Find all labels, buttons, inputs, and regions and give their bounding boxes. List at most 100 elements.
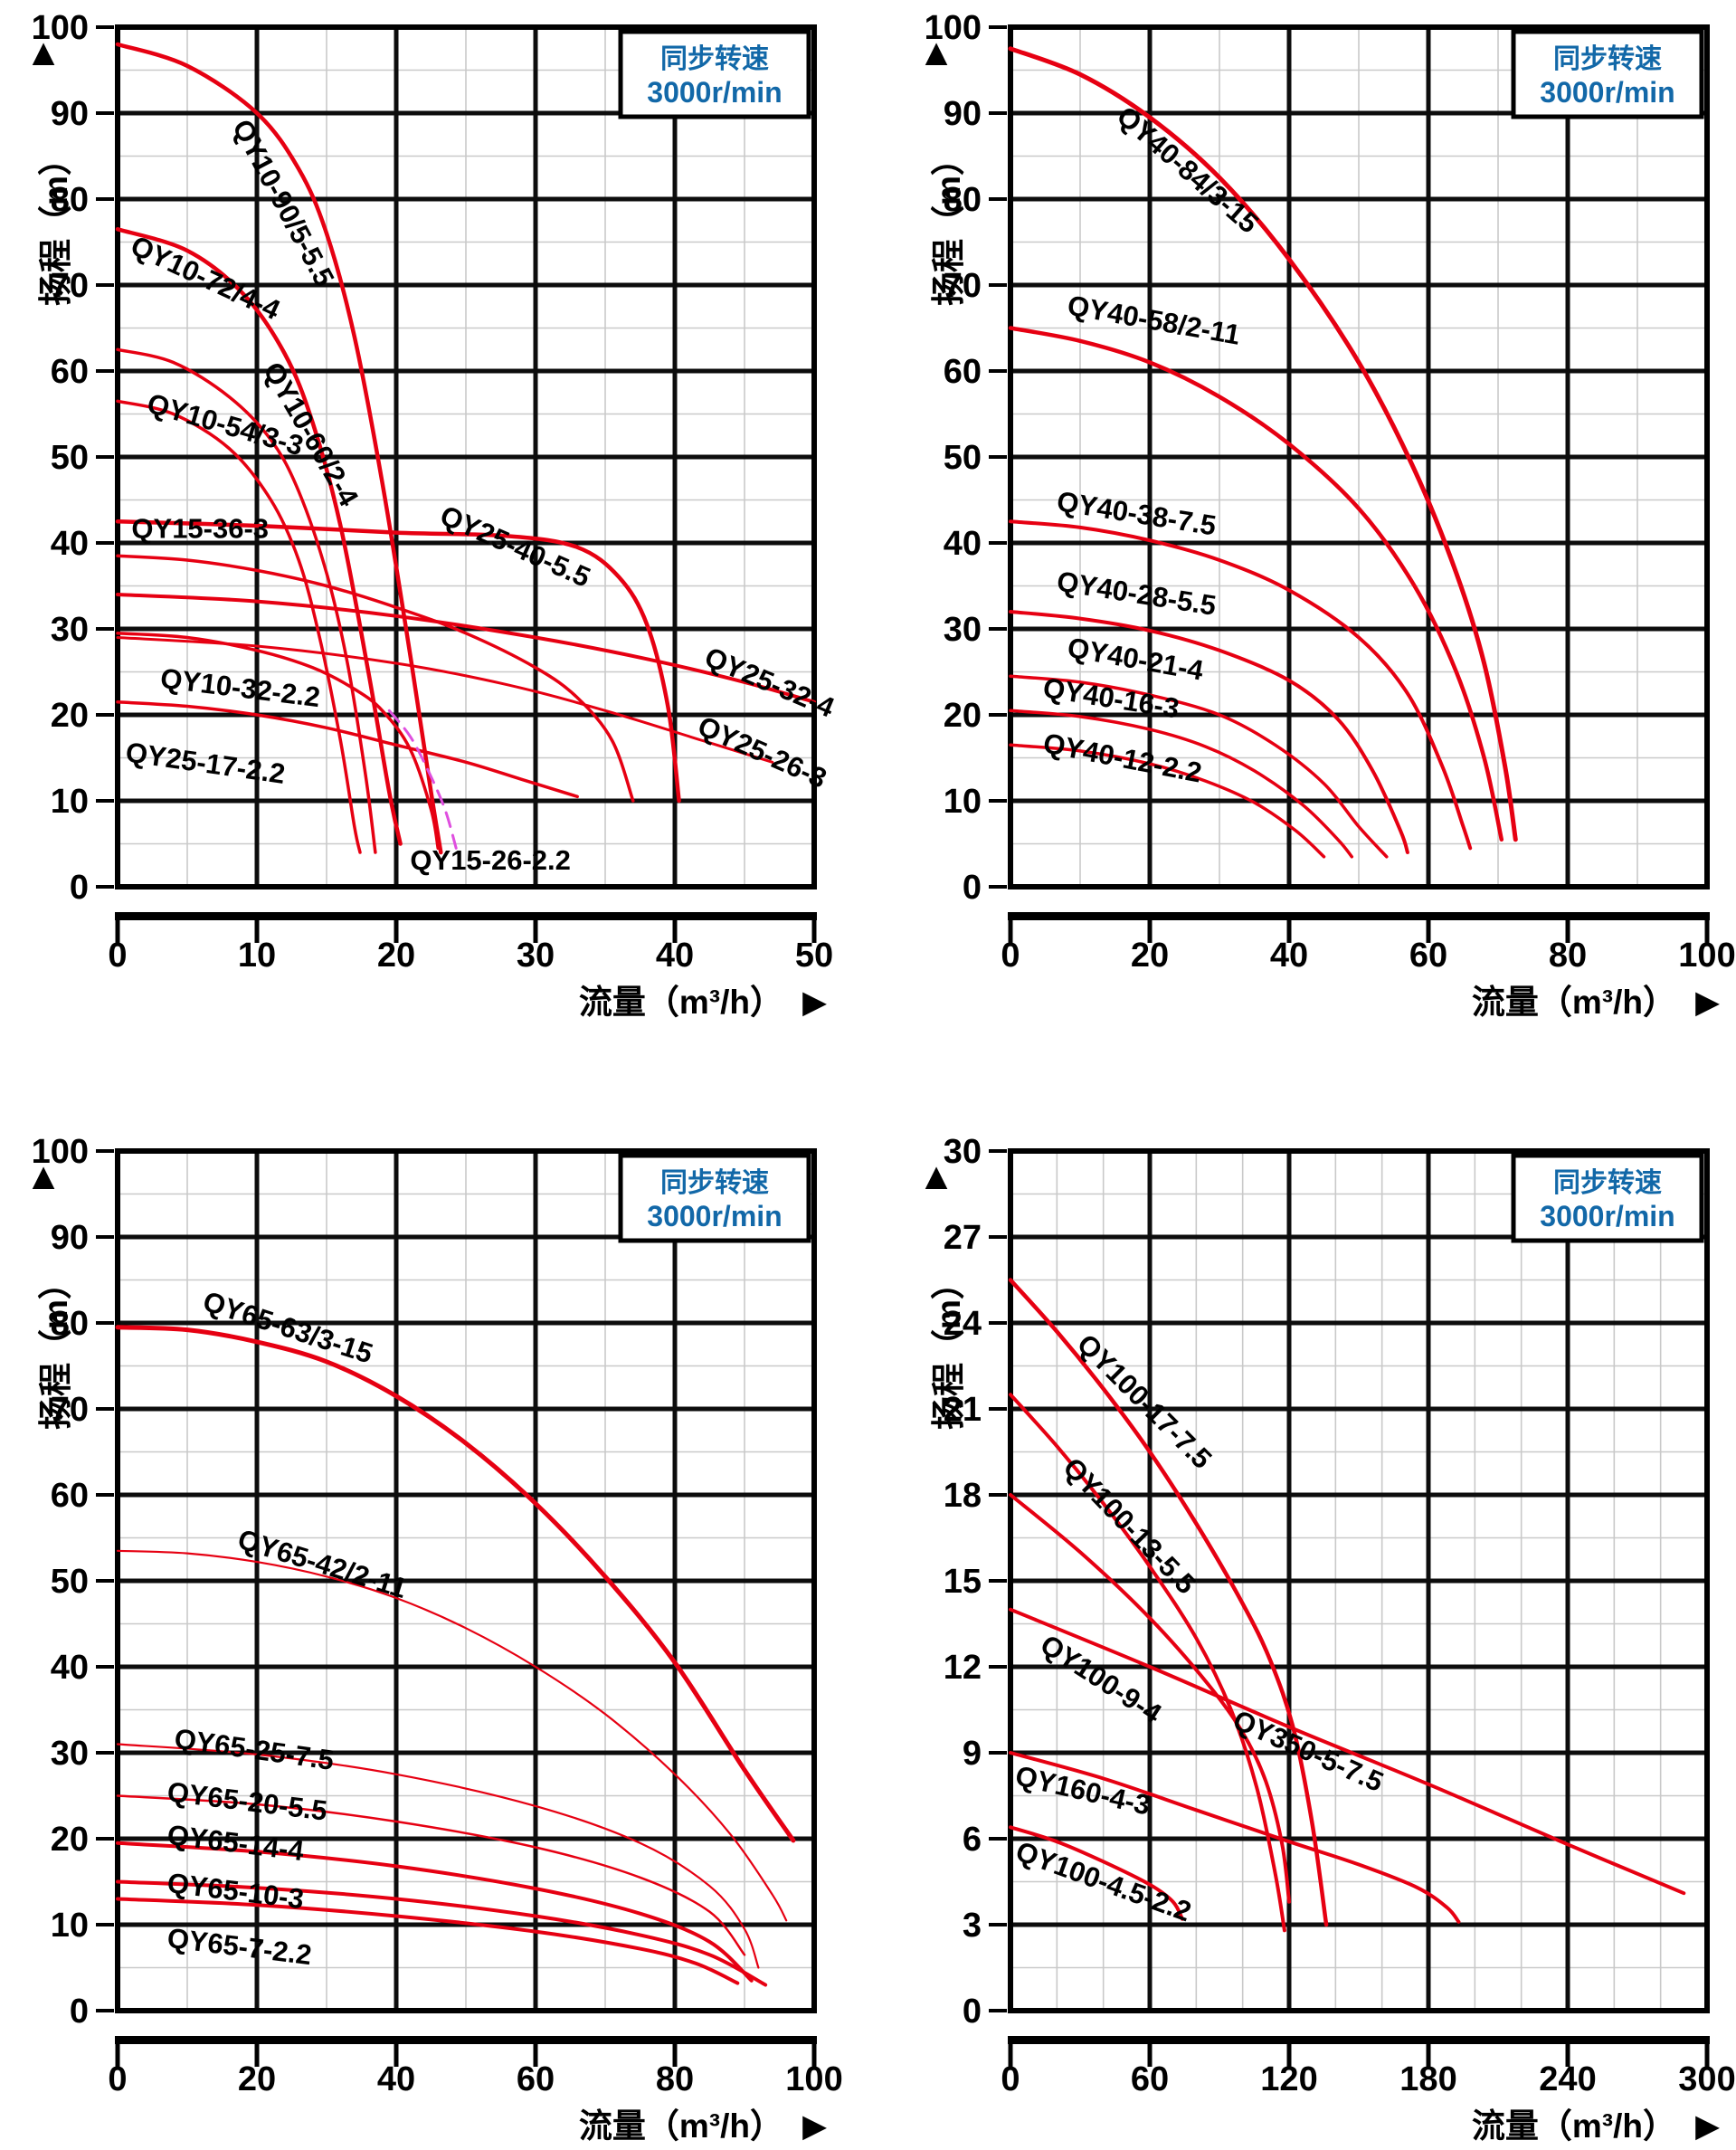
- head-axis-title: 扬程（m）: [37, 1266, 74, 1430]
- curve-label: QY100-13-5.5: [1057, 1451, 1201, 1600]
- y-tick-label: 10: [944, 783, 982, 821]
- y-tick-label: 15: [944, 1563, 982, 1601]
- x-tick-label: 0: [108, 2060, 127, 2098]
- speed-box-line1: 同步转速: [1553, 1168, 1662, 1198]
- y-tick-label: 80: [51, 1305, 89, 1343]
- speed-box-line2: 3000r/min: [647, 1200, 782, 1232]
- curve-QY15-26-2.2: [387, 709, 458, 850]
- curve-label: QY15-36-3: [131, 512, 269, 544]
- y-tick-label: 20: [51, 1821, 89, 1859]
- y-tick-label: 10: [51, 783, 89, 821]
- plot-border: [115, 1148, 817, 2013]
- x-tick-label: 50: [795, 937, 833, 975]
- y-tick-label: 9: [963, 1735, 982, 1773]
- curve-QY40-28-5.5: [1009, 610, 1409, 854]
- x-tick-label: 40: [656, 937, 694, 975]
- curve-QY100-13-5.5: [1009, 1393, 1286, 1933]
- y-tick-label: 12: [944, 1649, 982, 1687]
- curve-QY40-84/3-15: [1008, 46, 1518, 842]
- curve-QY25-26-3: [116, 636, 774, 764]
- y-tick-label: 30: [944, 611, 982, 649]
- head-axis-arrow-icon: ▲: [24, 1155, 62, 1197]
- curve-QY10-90/5-5.5: [115, 42, 443, 855]
- x-tick-label: 60: [517, 2060, 555, 2098]
- plot-border: [1008, 24, 1710, 889]
- y-tick-label: 20: [51, 697, 89, 735]
- flow-axis-arrow-icon: ▶: [1695, 985, 1720, 1020]
- flow-axis-arrow-icon: ▶: [1695, 2108, 1720, 2144]
- curve-QY40-21-4: [1009, 674, 1389, 859]
- y-tick-label: 24: [944, 1305, 982, 1343]
- curve-QY25-40-5.5: [115, 519, 681, 804]
- y-tick-label: 70: [944, 267, 982, 305]
- speed-box-line2: 3000r/min: [647, 76, 782, 109]
- y-tick-label: 70: [51, 1391, 89, 1429]
- curve-label: QY40-28-5.5: [1055, 566, 1219, 622]
- y-tick-label: 90: [51, 1219, 89, 1257]
- curve-QY65-63/3-15: [115, 1325, 796, 1843]
- x-tick-label: 100: [1678, 937, 1735, 975]
- y-tick-label: 80: [944, 181, 982, 219]
- x-tick-label: 60: [1131, 2060, 1169, 2098]
- curve-QY10-72/4-4: [115, 227, 403, 846]
- y-tick-label: 100: [32, 1133, 89, 1171]
- x-tick-label: 20: [238, 2060, 276, 2098]
- y-tick-label: 90: [51, 95, 89, 133]
- x-tick-label: 40: [377, 2060, 415, 2098]
- plot-border: [115, 24, 817, 889]
- head-axis-arrow-icon: ▲: [917, 31, 955, 73]
- curve-label: QY25-17-2.2: [124, 737, 288, 790]
- curve-label: QY65-25-7.5: [173, 1723, 337, 1776]
- y-tick-label: 50: [944, 439, 982, 477]
- curve-QY40-58/2-11: [1008, 326, 1504, 842]
- curve-QY65-7-2.2: [116, 1897, 740, 1985]
- y-tick-label: 30: [944, 1133, 982, 1171]
- curve-QY25-17-2.2: [116, 700, 579, 799]
- speed-box-border: [618, 29, 811, 119]
- curve-label: QY10-72/4-4: [126, 230, 285, 327]
- x-tick-label: 100: [785, 2060, 842, 2098]
- y-tick-label: 20: [944, 697, 982, 735]
- flow-axis-title: 流量（m³/h）: [579, 984, 783, 1021]
- x-tick-label: 10: [238, 937, 276, 975]
- x-tick-label: 20: [1131, 937, 1169, 975]
- x-tick-label: 20: [377, 937, 415, 975]
- speed-box-line1: 同步转速: [1553, 44, 1662, 74]
- x-tick-label: 0: [108, 937, 127, 975]
- y-tick-label: 0: [963, 869, 982, 907]
- y-tick-label: 40: [51, 1649, 89, 1687]
- curve-label: QY25-26-3: [693, 709, 831, 794]
- curve-label: QY40-84/3-15: [1111, 100, 1265, 239]
- x-tick-label: 30: [517, 937, 555, 975]
- y-tick-label: 100: [925, 9, 982, 47]
- x-axis-bar: [115, 2036, 817, 2044]
- speed-box-border: [1511, 1153, 1704, 1243]
- y-tick-label: 21: [944, 1391, 982, 1429]
- flow-axis-title: 流量（m³/h）: [1472, 2107, 1676, 2145]
- y-tick-label: 10: [51, 1907, 89, 1945]
- curve-QY15-36-3: [116, 554, 635, 803]
- x-tick-label: 0: [1001, 2060, 1020, 2098]
- y-tick-label: 27: [944, 1219, 982, 1257]
- curve-QY65-20-5.5: [116, 1794, 746, 1956]
- curve-QY100-4.5-2.2: [1009, 1825, 1184, 1921]
- speed-box-border: [1511, 29, 1704, 119]
- curve-label: QY65-42/2-11: [234, 1523, 411, 1604]
- y-tick-label: 80: [51, 181, 89, 219]
- curve-label: QY65-20-5.5: [166, 1775, 328, 1826]
- x-tick-label: 60: [1409, 937, 1447, 975]
- y-tick-label: 30: [51, 1735, 89, 1773]
- y-tick-label: 3: [963, 1907, 982, 1945]
- y-tick-label: 70: [51, 267, 89, 305]
- y-tick-label: 100: [32, 9, 89, 47]
- chart-top-left: 0 10 20 30 40 50 60 70 80 90 100 0 10 20 30 40 50 ▲ 扬程（m） 流…: [24, 9, 840, 1021]
- curve-QY65-10-3: [116, 1879, 768, 1987]
- y-tick-label: 40: [944, 525, 982, 563]
